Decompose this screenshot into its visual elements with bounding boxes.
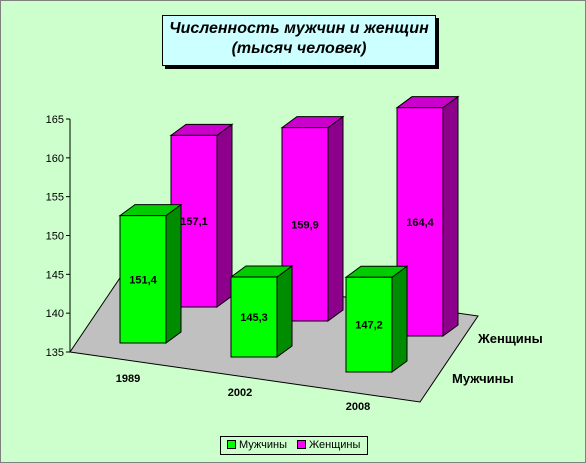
y-tick-label: 165 [46,114,64,126]
legend-item-women: Женщины [297,437,360,454]
legend-label-women: Женщины [309,439,361,451]
women-value-label: 157,1 [180,216,208,228]
depth-axis-label: Женщины [477,331,543,346]
women-bar-side [442,95,459,337]
women-value-label: 159,9 [291,219,319,231]
x-category-label: 2002 [228,387,252,399]
y-tick-label: 150 [46,231,64,243]
x-category-label: 1989 [116,373,140,385]
y-tick-label: 155 [46,192,64,204]
chart-title-line2: (тысяч человек) [231,40,367,57]
y-tick-label: 145 [46,269,64,281]
women-bar-side [327,115,344,322]
legend: Мужчины Женщины [220,436,368,455]
men-bar-front [345,276,393,373]
chart-title-line1: Численность мужчин и женщин [169,20,429,37]
men-value-label: 147,2 [355,320,383,332]
depth-axis-label: Мужчины [452,371,514,386]
women-value-label: 164,4 [406,217,434,229]
men-bar-side [391,265,408,373]
men-bar-front [230,276,278,358]
chart-title: Численность мужчин и женщин (тысяч челов… [162,15,436,66]
men-bar-side [165,203,182,344]
x-category-label: 2008 [346,401,370,413]
legend-item-men: Мужчины [227,437,287,454]
men-value-label: 145,3 [240,312,268,324]
y-tick-label: 160 [46,153,64,165]
y-tick-label: 140 [46,308,64,320]
legend-swatch-men [227,439,236,449]
men-bar: 147,2 [344,265,409,373]
legend-swatch-women [297,439,306,449]
men-value-label: 151,4 [129,274,157,286]
men-bar: 151,4 [118,203,183,344]
men-bar: 145,3 [229,265,294,358]
men-bar-side [276,265,293,358]
men-bar-front [119,215,167,344]
women-bar-side [216,123,233,308]
legend-label-men: Мужчины [239,439,288,451]
y-tick-label: 135 [46,347,64,359]
